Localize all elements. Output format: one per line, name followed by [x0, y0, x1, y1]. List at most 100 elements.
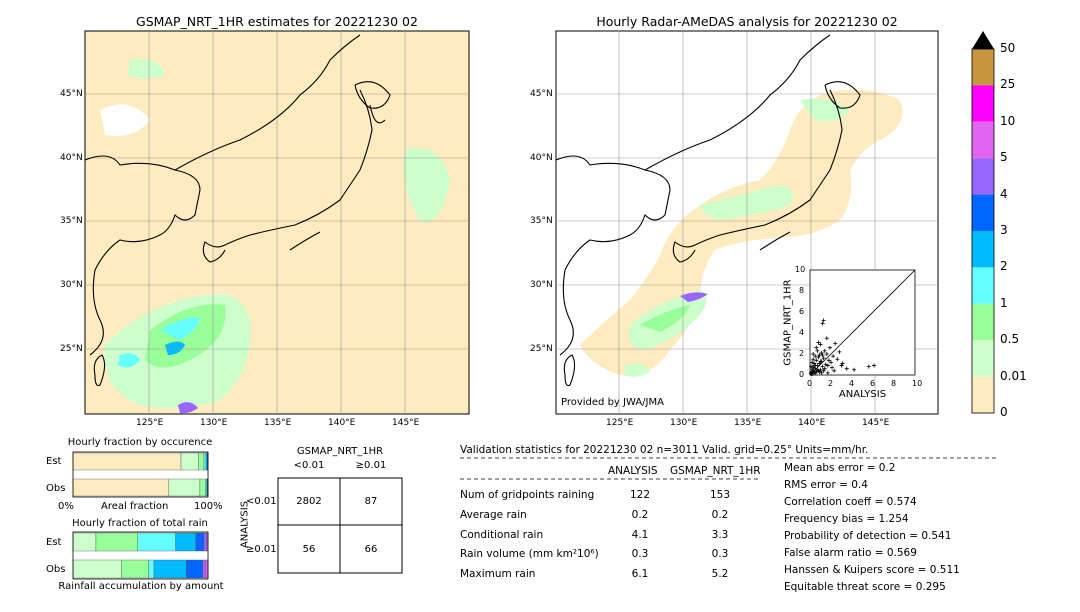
scatter-point [817, 361, 822, 366]
scatter-point [825, 363, 830, 368]
stacked-bar-segment [95, 532, 138, 552]
contingency-cell: 2802 [296, 496, 322, 507]
score-line: Correlation coeff = 0.574 [784, 496, 917, 508]
validation-row-analysis: 6.1 [631, 568, 649, 580]
validation-row-gsmap: 3.3 [711, 529, 729, 541]
score-line: Probability of detection = 0.541 [784, 530, 952, 542]
right-lat-label: 30°N [530, 280, 553, 290]
scatter-point [817, 369, 822, 374]
scatter-point [814, 345, 819, 350]
validation-col-gsmap: GSMAP_NRT_1HR [670, 465, 761, 477]
right-lon-label: 140°E [798, 418, 826, 428]
score-line: Equitable threat score = 0.295 [784, 581, 946, 593]
occurrence-axis-right: 100% [194, 501, 223, 512]
colorbar-label: 10 [1000, 113, 1016, 128]
left-rain-patch [104, 294, 251, 409]
scatter-point [839, 363, 844, 368]
stacked-bar-segment [72, 559, 122, 579]
scatter-point [819, 350, 824, 355]
right-rain-patch [628, 290, 707, 350]
scatter-x-tick: 4 [849, 379, 855, 388]
score-line: RMS error = 0.4 [784, 479, 868, 491]
validation-row-analysis: 4.1 [631, 529, 649, 541]
left-lat-label: 30°N [60, 280, 83, 290]
stacked-bar-segment [72, 452, 182, 471]
scatter-point [819, 359, 824, 364]
validation-row-analysis: 0.2 [631, 509, 649, 521]
validation-col-analysis: ANALYSIS [608, 465, 658, 477]
colorbar-cell [972, 267, 994, 304]
scatter-point [813, 363, 818, 368]
scatter-point [829, 360, 833, 365]
stacked-bar-segment [205, 559, 209, 579]
validation-row-label: Average rain [460, 509, 527, 521]
stacked-bar-segment [207, 452, 209, 471]
colorbar-label: 0 [1000, 405, 1008, 419]
scatter-point [822, 348, 827, 353]
scatter-point [832, 368, 837, 373]
scatter-point [813, 366, 818, 371]
scatter-point [810, 360, 815, 365]
occurrence-est-label: Est [46, 456, 62, 467]
stacked-bar-segment [72, 532, 97, 552]
validation-row-gsmap: 5.2 [711, 568, 729, 580]
scatter-point [821, 318, 826, 323]
scatter-x-tick: 10 [912, 379, 923, 388]
scatter-point [827, 345, 832, 350]
scatter-point [810, 367, 815, 372]
stacked-bar-segment [203, 532, 207, 552]
scatter-point [815, 363, 820, 368]
scatter-ylabel: GSMAP_NRT_1HR [782, 279, 794, 366]
left-rain-patch [100, 104, 150, 136]
scatter-point [809, 364, 814, 369]
scatter-point [819, 370, 824, 375]
left-lon-label: 130°E [200, 418, 228, 428]
stacked-bar-segment [205, 452, 208, 471]
scatter-point [818, 359, 823, 364]
validation-row-gsmap: 0.3 [711, 548, 729, 560]
left-rain-patch [160, 317, 200, 340]
total-rain-footer: Rainfall accumulation by amount [58, 581, 224, 592]
scatter-point [813, 370, 818, 375]
stacked-bar-segment [186, 559, 203, 579]
colorbar-label: 25 [1000, 77, 1016, 92]
scatter-point [809, 371, 814, 376]
scatter-point [852, 367, 857, 372]
scatter-point [824, 352, 829, 356]
scatter-point [816, 368, 821, 373]
scatter-point [811, 352, 816, 356]
scatter-point [813, 354, 818, 359]
scatter-point [821, 356, 826, 361]
scatter-point [820, 364, 825, 369]
colorbar-cell [972, 376, 994, 413]
stacked-bar-segment [137, 532, 176, 552]
scatter-point [810, 371, 815, 376]
radar-credit: Provided by JWA/JMA [561, 397, 664, 408]
left-lon-label: 145°E [392, 418, 420, 428]
right-rain-patch [680, 292, 708, 302]
right-map-title: Hourly Radar-AMeDAS analysis for 2022123… [596, 14, 898, 29]
scatter-point [815, 367, 820, 372]
colorbar-label: 2 [1000, 259, 1008, 274]
scatter-y-tick: 6 [799, 307, 805, 316]
left-rain-patch [128, 59, 165, 79]
scatter-point [812, 361, 817, 366]
scatter-point [816, 340, 821, 345]
right-lon-label: 145°E [862, 418, 890, 428]
score-line: Frequency bias = 1.254 [784, 513, 909, 525]
scatter-y-tick: 0 [799, 370, 805, 379]
scatter-point [866, 364, 871, 369]
right-coverage-area [580, 89, 903, 376]
colorbar-label: 3 [1000, 223, 1008, 237]
total-rain-est-label: Est [46, 537, 62, 548]
stacked-bar-segment [72, 478, 170, 497]
total-rain-obs-label: Obs [46, 564, 66, 575]
colorbar-cell [972, 194, 994, 231]
colorbar-cell [972, 231, 994, 268]
colorbar-label: 5 [1000, 150, 1008, 165]
colorbar-over-triangle [972, 31, 994, 49]
scatter-point [835, 357, 840, 362]
validation-header: Validation statistics for 20221230 02 n=… [460, 444, 869, 456]
scatter-x-tick: 6 [870, 379, 876, 388]
scatter-y-tick: 2 [799, 349, 805, 358]
